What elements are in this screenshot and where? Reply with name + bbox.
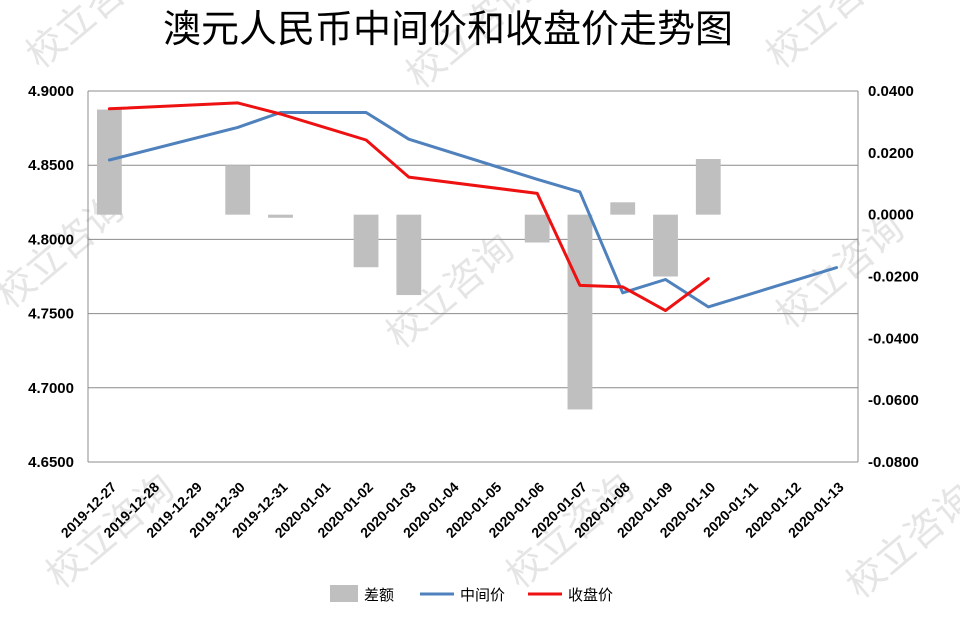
left-tick-label: 4.8000 xyxy=(28,231,74,248)
right-tick-label: -0.0400 xyxy=(868,330,919,347)
watermark-text: 校立咨询 xyxy=(838,475,960,606)
left-tick-label: 4.7000 xyxy=(28,380,74,397)
right-tick-label: -0.0600 xyxy=(868,392,919,409)
line-close-price xyxy=(107,101,710,313)
bar-diff xyxy=(225,165,251,215)
right-tick-label: 0.0200 xyxy=(868,145,914,162)
bar-diff xyxy=(695,159,721,215)
legend-item-close-price: 收盘价 xyxy=(528,586,613,604)
legend-label: 中间价 xyxy=(460,586,505,604)
right-tick-label: 0.0000 xyxy=(868,207,914,224)
watermark-text: 校立咨询 xyxy=(18,0,163,77)
line-mid-price xyxy=(107,111,839,309)
bar-diff xyxy=(96,109,122,215)
bar-diff xyxy=(396,214,422,296)
legend-item-diff: 差额 xyxy=(330,585,394,604)
gridlines xyxy=(88,90,858,463)
legend-label: 收盘价 xyxy=(568,586,613,604)
watermark-text: 校立咨询 xyxy=(758,0,903,77)
legend-item-mid-price: 中间价 xyxy=(420,586,505,604)
legend-swatch xyxy=(330,585,358,602)
bar-diff xyxy=(353,214,379,268)
bar-diff xyxy=(268,214,293,218)
left-tick-label: 4.9000 xyxy=(28,83,74,100)
bar-diff xyxy=(567,214,593,410)
legend-label: 差额 xyxy=(364,586,394,604)
bar-diff xyxy=(653,214,678,277)
bar-series-diff xyxy=(96,109,721,410)
right-tick-label: -0.0800 xyxy=(868,454,919,471)
left-tick-label: 4.8500 xyxy=(28,157,74,174)
right-tick-label: -0.0200 xyxy=(868,269,919,286)
chart-title: 澳元人民币中间价和收盘价走势图 xyxy=(163,7,733,51)
right-tick-label: 0.0400 xyxy=(868,83,914,100)
legend: 差额 中间价 收盘价 xyxy=(330,585,613,604)
line-series xyxy=(107,101,839,313)
bar-diff xyxy=(524,214,550,243)
left-tick-label: 4.7500 xyxy=(28,306,74,323)
bar-diff xyxy=(610,202,636,215)
left-tick-label: 4.6500 xyxy=(28,454,74,471)
